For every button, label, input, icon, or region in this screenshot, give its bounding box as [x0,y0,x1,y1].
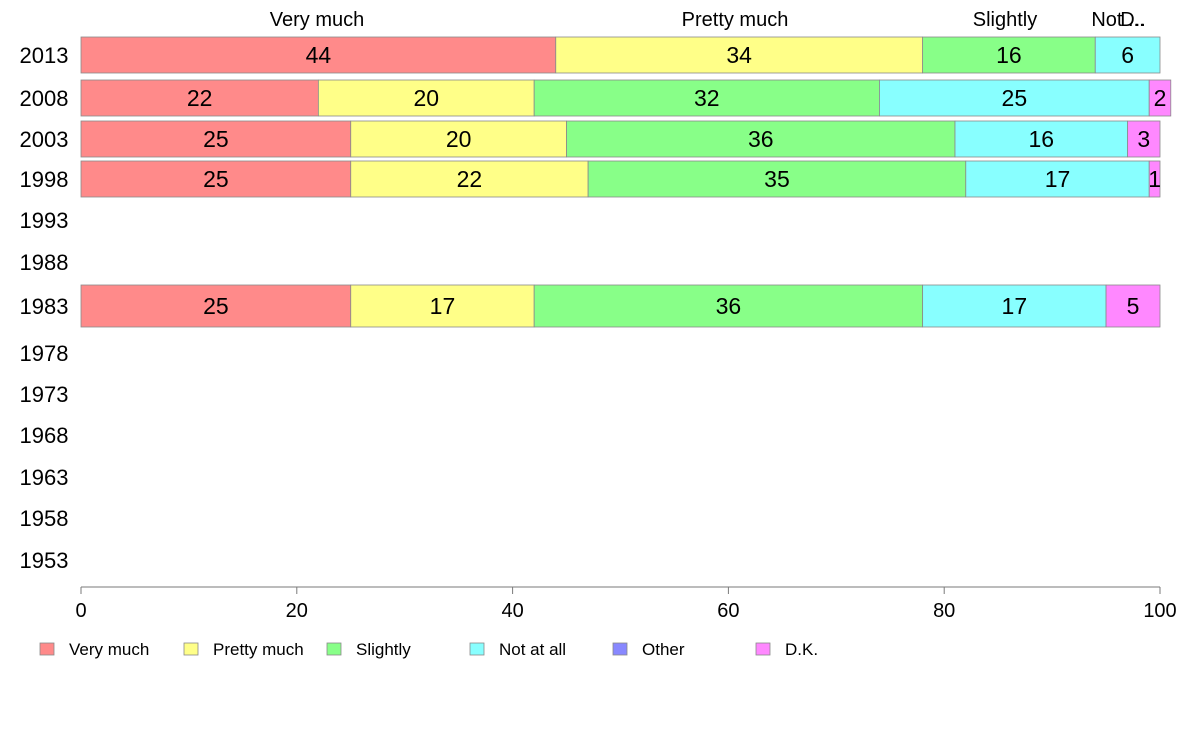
year-label: 1963 [20,465,69,490]
x-tick-label: 40 [501,600,523,622]
legend-swatch [469,642,485,656]
bar-segment [1094,36,1161,74]
year-label: 1978 [20,341,69,366]
bar-segment [533,79,880,117]
legend-swatch [183,642,199,656]
x-tick-label: 60 [717,600,739,622]
legend-item: Very much [39,640,149,659]
bar-segment [533,284,924,328]
bar-value-label: 17 [1002,293,1028,319]
year-label: 1953 [20,548,69,573]
bar-row-2008: 22 20 32 25 2 [80,79,1172,117]
bar-value-label: 36 [748,126,774,152]
year-label: 2003 [20,127,69,152]
bar-value-label: 2 [1154,85,1167,111]
year-label: 1998 [20,167,69,192]
bar-value-label: 1 [1148,166,1161,192]
legend-label: Very much [69,640,149,659]
legend-swatch [326,642,342,656]
year-label: 1988 [20,250,69,275]
x-tick-label: 80 [933,600,955,622]
bar-value-label: 16 [996,42,1022,68]
x-tick-label: 20 [286,600,308,622]
top-label: Very much [270,9,364,31]
bar-segment [965,160,1150,198]
bar-segment [317,79,535,117]
legend-item: D.K. [755,640,818,659]
bar-value-label: 16 [1029,126,1055,152]
bar-row-1983: 25 17 36 17 5 [80,284,1161,328]
top-label: Slightly [973,9,1037,31]
x-axis: 0 20 40 60 80 100 [75,586,1177,622]
year-label: 2013 [20,43,69,68]
bar-value-label: 22 [187,85,213,111]
bar-segment [350,284,535,328]
legend-label: Other [642,640,685,659]
top-label: D.. [1120,9,1146,31]
bar-value-label: 25 [203,166,229,192]
x-tick-label: 0 [75,600,86,622]
year-label: 1973 [20,382,69,407]
bar-row-2013: 44 34 16 6 [80,36,1161,74]
bar-value-label: 3 [1137,126,1150,152]
bar-segment [350,160,589,198]
bar-value-label: 17 [1045,166,1071,192]
legend-swatch [39,642,55,656]
bar-segment [80,160,352,198]
top-label: Not ... [1091,9,1144,31]
year-label: 1983 [20,294,69,319]
year-label: 2008 [20,86,69,111]
bar-value-label: 25 [1002,85,1028,111]
legend-label: D.K. [785,640,818,659]
bar-value-label: 17 [430,293,456,319]
legend-item: Not at all [469,640,566,659]
year-label: 1968 [20,423,69,448]
year-label: 1958 [20,506,69,531]
bar-value-label: 35 [764,166,790,192]
bar-segment [879,79,1150,117]
legend-label: Pretty much [213,640,304,659]
bar-value-label: 5 [1127,293,1140,319]
year-axis-labels: 2013 2008 2003 1998 1993 1988 1983 1978 1973 1968… [20,43,69,573]
year-label: 1993 [20,208,69,233]
bar-value-label: 34 [726,42,752,68]
bar-segment [922,284,1107,328]
legend-item: Pretty much [183,640,304,659]
bar-value-label: 44 [306,42,332,68]
bar-value-label: 36 [716,293,742,319]
bar-segment [1148,79,1172,117]
legend-item: Other [612,640,685,659]
legend: Very much Pretty much Slightly Not at all Ot… [39,640,818,659]
bar-segment [1127,120,1161,158]
bar-value-label: 25 [203,126,229,152]
bar-row-2003: 25 20 36 16 3 [80,120,1161,158]
bar-row-1998: 25 22 35 17 1 [80,160,1161,198]
bar-segment [80,79,319,117]
bar-segment [350,120,567,158]
bar-value-label: 20 [413,85,439,111]
bar-segment [566,120,956,158]
bar-value-label: 25 [203,293,229,319]
legend-label: Slightly [356,640,411,659]
bars-area: 44 34 16 6 22 20 32 25 2 25 20 36 16 3 25 22 35 17 1 25 17 36… [80,36,1172,328]
bar-segment [1105,284,1161,328]
legend-label: Not at all [499,640,566,659]
legend-swatch [612,642,628,656]
bar-segment [954,120,1129,158]
bar-segment [80,120,352,158]
bar-value-label: 22 [457,166,483,192]
legend-item: Slightly [326,640,411,659]
x-tick-label: 100 [1143,600,1176,622]
bar-value-label: 6 [1121,42,1134,68]
top-label: Pretty much [682,9,789,31]
bar-segment [555,36,924,74]
bar-value-label: 32 [694,85,720,111]
bar-value-label: 20 [446,126,472,152]
top-category-labels: Very much Pretty much Slightly Not ...D.. [270,9,1146,31]
bar-segment [587,160,967,198]
bar-segment [1148,160,1161,198]
legend-swatch [755,642,771,656]
